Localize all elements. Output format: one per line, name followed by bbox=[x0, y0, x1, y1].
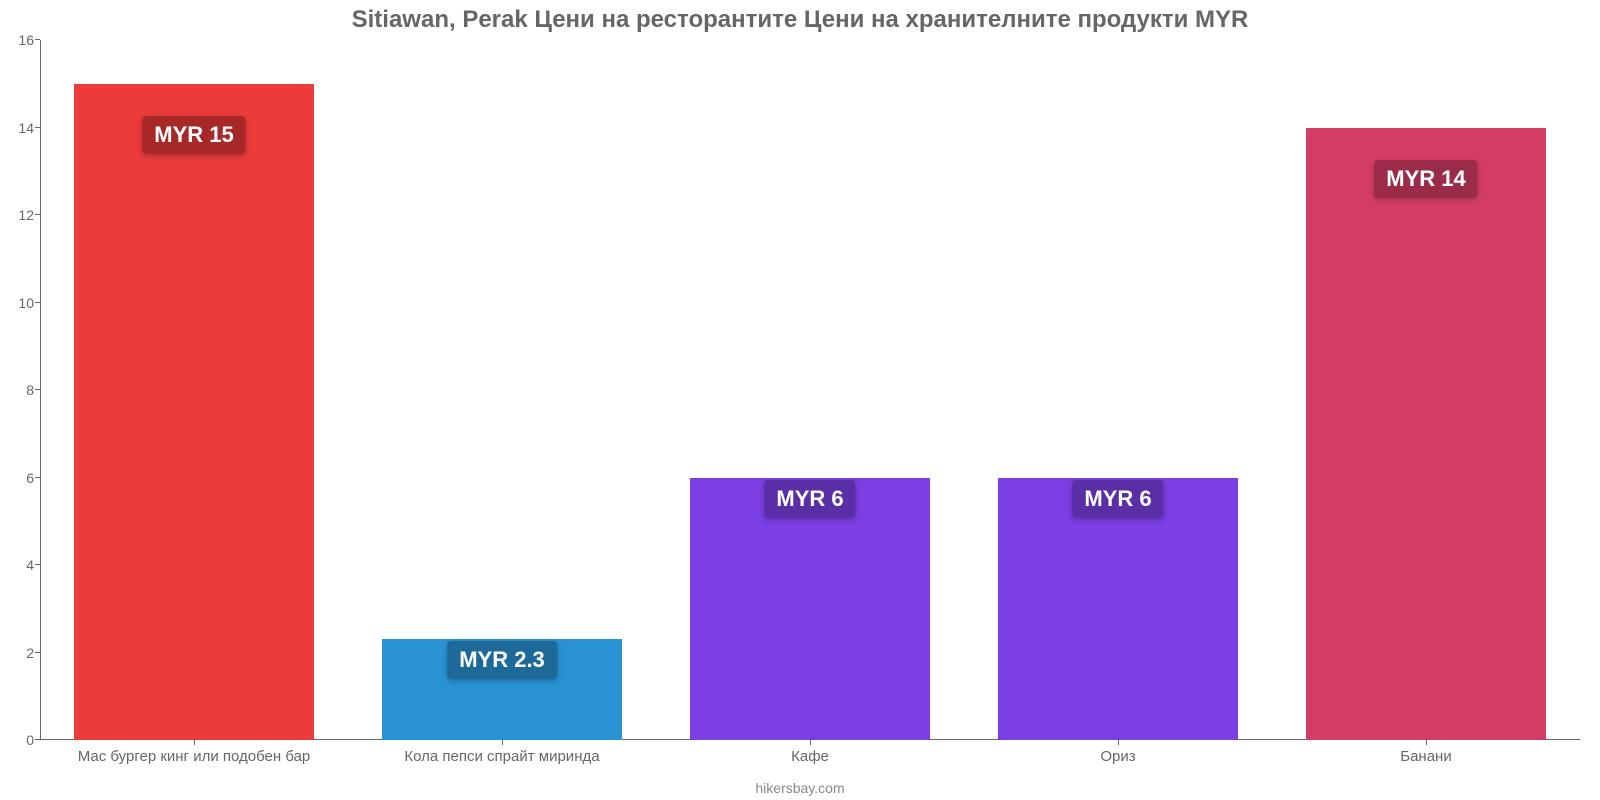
y-tick-label: 0 bbox=[4, 732, 34, 748]
x-tick-mark bbox=[1426, 740, 1427, 745]
x-tick-mark bbox=[502, 740, 503, 745]
y-tick-label: 12 bbox=[4, 207, 34, 223]
bar bbox=[1306, 128, 1546, 741]
y-tick-label: 4 bbox=[4, 557, 34, 573]
bar-value-label: MYR 15 bbox=[142, 116, 245, 154]
price-bar-chart: Sitiawan, Perak Цени на ресторантите Цен… bbox=[0, 0, 1600, 800]
y-tick-label: 16 bbox=[4, 32, 34, 48]
x-tick-mark bbox=[194, 740, 195, 745]
plot-area: 0246810121416 MYR 15Мас бургер кинг или … bbox=[40, 40, 1580, 740]
x-tick-mark bbox=[1118, 740, 1119, 745]
y-tick-label: 8 bbox=[4, 382, 34, 398]
bar-value-label: MYR 14 bbox=[1374, 160, 1477, 198]
bar-slot: MYR 6Ориз bbox=[964, 40, 1272, 740]
y-tick-label: 6 bbox=[4, 470, 34, 486]
bar-slot: MYR 14Банани bbox=[1272, 40, 1580, 740]
chart-footer-credit: hikersbay.com bbox=[0, 780, 1600, 796]
y-tick-label: 14 bbox=[4, 120, 34, 136]
bars-container: MYR 15Мас бургер кинг или подобен барMYR… bbox=[40, 40, 1580, 740]
bar-slot: MYR 6Кафе bbox=[656, 40, 964, 740]
y-tick-label: 2 bbox=[4, 645, 34, 661]
y-tick-label: 10 bbox=[4, 295, 34, 311]
chart-title: Sitiawan, Perak Цени на ресторантите Цен… bbox=[0, 6, 1600, 34]
bar-slot: MYR 2.3Кола пепси спрайт миринда bbox=[348, 40, 656, 740]
bar-value-label: MYR 6 bbox=[1072, 480, 1163, 518]
bar-value-label: MYR 6 bbox=[764, 480, 855, 518]
bar bbox=[74, 84, 314, 740]
bar-slot: MYR 15Мас бургер кинг или подобен бар bbox=[40, 40, 348, 740]
bar-value-label: MYR 2.3 bbox=[447, 641, 557, 679]
x-tick-mark bbox=[810, 740, 811, 745]
